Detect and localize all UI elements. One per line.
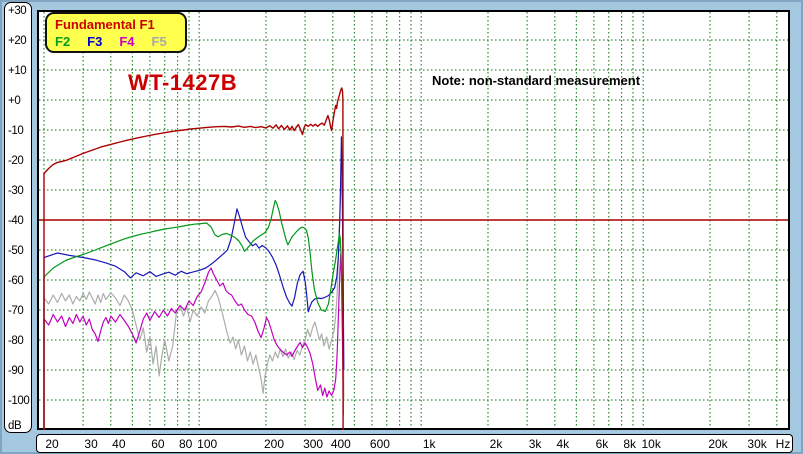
x-tick-label: 4k (556, 436, 570, 451)
x-tick-label: 8k (623, 436, 636, 451)
x-tick-label: 2k (489, 436, 503, 451)
y-tick-label: -50 (8, 245, 24, 257)
legend-item-f2: F2 (55, 34, 71, 49)
y-tick-label: +20 (8, 35, 27, 47)
y-tick-label: -20 (8, 155, 24, 167)
x-tick-label: 100 (197, 436, 218, 451)
legend-item-f5: F5 (151, 34, 167, 49)
y-tick-label: +10 (8, 65, 27, 77)
legend: Fundamental F1 F2 F3 F4 F5 (45, 12, 187, 53)
note-text: Note: non-standard measurement (432, 73, 641, 88)
y-tick-label: -80 (8, 335, 24, 347)
legend-item-f3: F3 (87, 34, 103, 49)
x-tick-label: 30k (747, 436, 767, 451)
chart-title: WT-1427B (128, 70, 238, 95)
x-tick-label: 6k (595, 436, 609, 451)
x-tick-label: 3k (528, 436, 542, 451)
y-axis-panel: +30 +20 +10 +0 -10 -20 -30 -40 -50 -60 -70 -80 -90 -1… (4, 2, 32, 433)
legend-title: Fundamental F1 (55, 17, 155, 32)
x-tick-label: 400 (330, 436, 351, 451)
x-tick-label: 20k (708, 436, 728, 451)
x-tick-label: 600 (369, 436, 390, 451)
x-tick-label: 30 (84, 436, 98, 451)
curve-f1 (43, 87, 344, 430)
y-tick-label: -40 (8, 215, 24, 227)
x-tick-label: 60 (151, 436, 165, 451)
y-tick-label: +30 (8, 5, 27, 17)
y-tick-label: -100 (8, 395, 30, 407)
x-tick-label: 80 (178, 436, 193, 451)
y-axis-unit: dB (8, 420, 22, 432)
curve-f2 (43, 199, 345, 430)
y-tick-label: -90 (8, 365, 24, 377)
x-axis-unit: Hz (775, 436, 791, 451)
curve-f4 (43, 253, 344, 430)
y-tick-label: +0 (8, 95, 21, 107)
legend-items: F2 F3 F4 F5 (55, 33, 185, 50)
x-tick-label: 300 (303, 436, 324, 451)
y-tick-label: -10 (8, 125, 24, 137)
plot-area[interactable] (37, 10, 790, 430)
curve-f3 (43, 136, 345, 430)
x-tick-label: 1k (422, 436, 436, 451)
y-tick-label: -60 (8, 275, 24, 287)
x-tick-label: 20 (45, 436, 59, 451)
x-axis-panel: 20 30 40 60 80 100 200 300 400 600 1k 2k 3k 4k 6k 8k 10k… (36, 434, 793, 453)
x-tick-label: 10k (641, 436, 661, 451)
legend-item-f4: F4 (119, 34, 135, 49)
x-tick-label: 40 (112, 436, 126, 451)
y-tick-label: -30 (8, 185, 24, 197)
x-tick-label: 200 (263, 436, 285, 451)
curve-f5 (43, 178, 345, 430)
y-tick-label: -70 (8, 305, 24, 317)
